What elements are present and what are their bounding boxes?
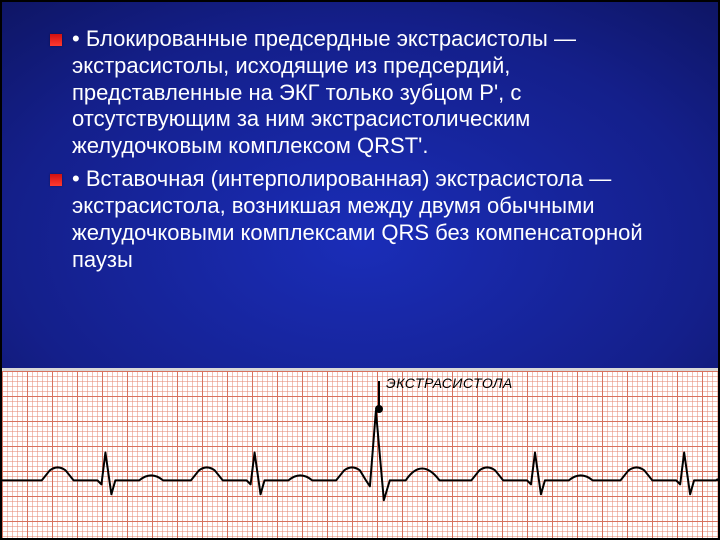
list-item: • Вставочная (интерполированная) экстрас… <box>50 166 670 273</box>
ecg-beat-label: ЭКСТРАСИСТОЛА <box>386 375 513 391</box>
bullet-text: • Вставочная (интерполированная) экстрас… <box>72 166 670 273</box>
slide: • Блокированные предсердные экстрасистол… <box>0 0 720 540</box>
bullet-list: • Блокированные предсердные экстрасистол… <box>2 2 718 279</box>
bullet-square-icon <box>50 34 62 46</box>
bullet-text: • Блокированные предсердные экстрасистол… <box>72 26 670 160</box>
bullet-square-icon <box>50 174 62 186</box>
ecg-grid-paper: ЭКСТРАСИСТОЛА <box>2 371 718 538</box>
list-item: • Блокированные предсердные экстрасистол… <box>50 26 670 160</box>
ecg-trace <box>2 371 718 537</box>
ecg-pointer-line-icon <box>378 381 380 407</box>
ecg-waveform <box>2 411 718 500</box>
ecg-panel: ЭКСТРАСИСТОЛА <box>2 368 718 538</box>
ecg-pointer-dot-icon <box>375 405 383 413</box>
